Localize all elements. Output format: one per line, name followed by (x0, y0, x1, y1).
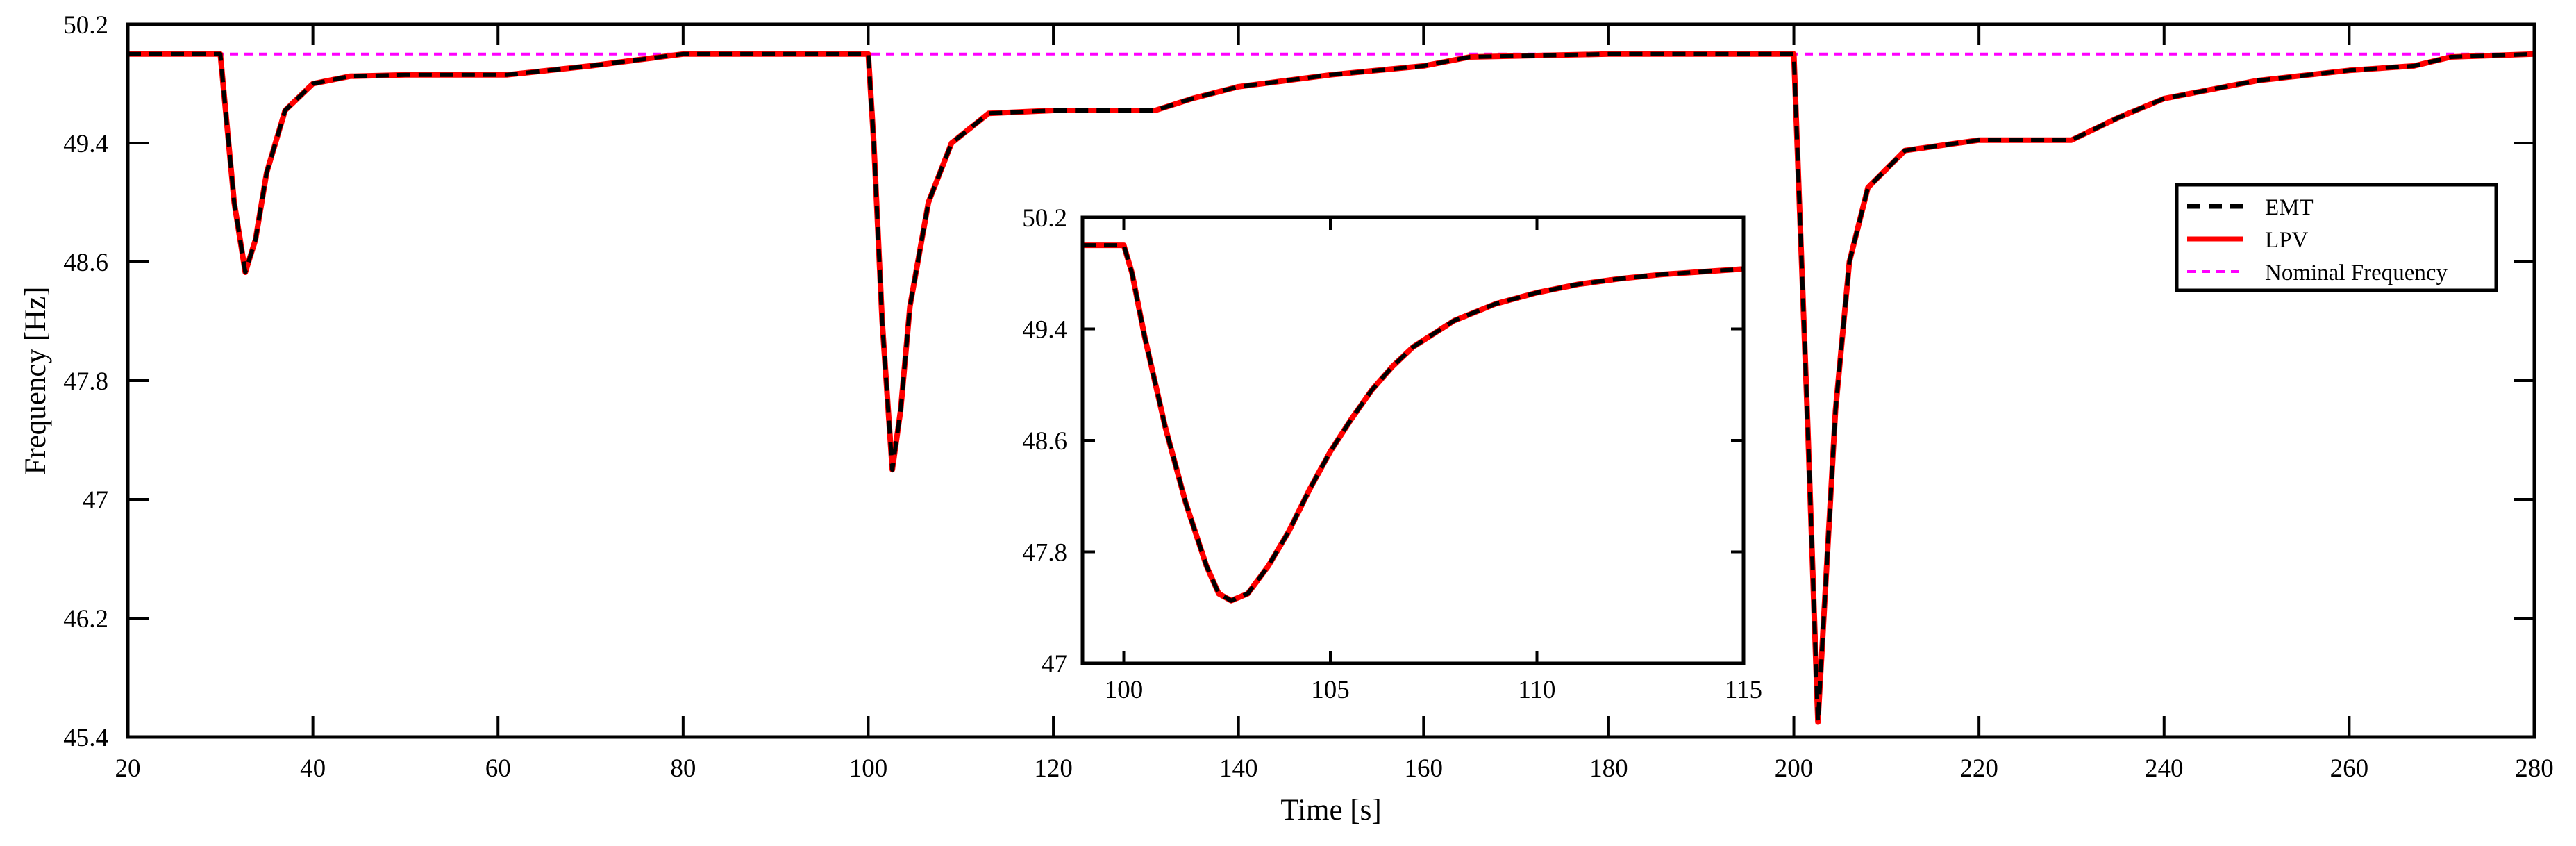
inset-plot: 100 105 110 115 47 47.8 48.6 49.4 50.2 (1022, 204, 1762, 704)
inset-series-lines (1082, 242, 1743, 604)
inset-y-tick-label: 49.4 (1022, 316, 1067, 345)
main-x-tick-label: 240 (2145, 754, 2184, 783)
inset-x-tick-label: 105 (1311, 676, 1350, 704)
inset-x-tick-label: 115 (1725, 676, 1762, 704)
main-x-tick-label: 20 (115, 754, 141, 783)
legend-label-lpv: LPV (2265, 228, 2309, 253)
main-x-tick-label: 120 (1034, 754, 1073, 783)
main-x-tick-label: 60 (485, 754, 511, 783)
x-axis-title: Time [s] (1280, 794, 1381, 827)
main-series-lines (128, 51, 2534, 725)
main-x-tick-label: 220 (1959, 754, 1998, 783)
main-series-emt (128, 51, 2534, 724)
main-x-tick-label: 80 (670, 754, 696, 783)
inset-background (1082, 217, 1743, 663)
main-x-tick-label: 200 (1775, 754, 1814, 783)
main-x-tick-label: 180 (1589, 754, 1628, 783)
main-plot: 20 40 60 80 100 120 140 160 180 200 220 240 260 280 4… (19, 11, 2554, 827)
inset-y-tick-label: 48.6 (1022, 427, 1067, 456)
main-y-tick-label: 47 (83, 486, 108, 515)
main-y-tick-label: 47.8 (63, 367, 108, 396)
main-y-tick-label: 49.4 (63, 130, 108, 158)
main-y-ticks: 45.4 46.2 47 47.8 48.6 49.4 50.2 (63, 11, 2534, 752)
main-x-tick-label: 40 (300, 754, 326, 783)
inset-y-tick-label: 50.2 (1022, 204, 1067, 233)
inset-y-tick-label: 47.8 (1022, 539, 1067, 567)
legend-box (2175, 183, 2498, 292)
inset-x-tick-label: 110 (1518, 676, 1555, 704)
main-x-tick-label: 100 (849, 754, 888, 783)
main-x-tick-label: 140 (1219, 754, 1258, 783)
main-x-tick-label: 260 (2330, 754, 2369, 783)
main-y-tick-label: 45.4 (63, 724, 108, 752)
inset-series-emt (1082, 243, 1743, 603)
legend-label-emt: EMT (2265, 195, 2314, 220)
main-y-tick-label: 48.6 (63, 249, 108, 277)
y-axis-title: Frequency [Hz] (19, 286, 52, 474)
inset-x-tick-label: 100 (1105, 676, 1144, 704)
legend-label-nominal: Nominal Frequency (2265, 260, 2448, 285)
inset-x-ticks: 100 105 110 115 (1105, 217, 1762, 704)
main-y-tick-label: 46.2 (63, 605, 108, 633)
main-x-ticks: 20 40 60 80 100 120 140 160 180 200 220 240 260 280 (115, 24, 2554, 783)
main-y-tick-label: 50.2 (63, 11, 108, 40)
main-x-tick-label: 280 (2515, 754, 2554, 783)
legend: EMT LPV Nominal Frequency (2175, 183, 2498, 292)
main-x-tick-label: 160 (1405, 754, 1444, 783)
inset-y-ticks: 47 47.8 48.6 49.4 50.2 (1022, 204, 1743, 679)
inset-y-tick-label: 47 (1042, 650, 1067, 679)
